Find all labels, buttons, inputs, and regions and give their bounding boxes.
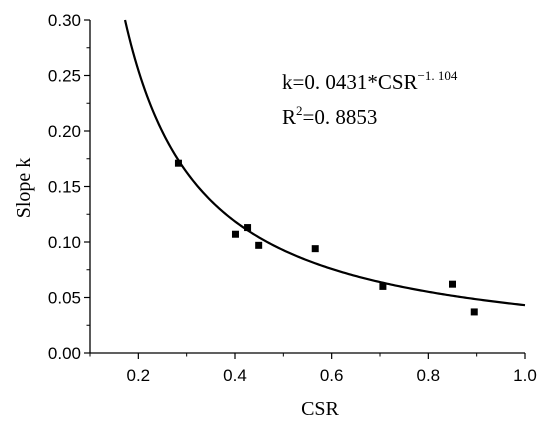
- r2-suffix: =0. 8853: [303, 105, 378, 129]
- data-point: [311, 245, 319, 253]
- y-tick-label: 0.25: [48, 67, 81, 86]
- x-tick-label: 0.4: [223, 366, 247, 385]
- equation-annotation: k=0. 0431*CSR−1. 104: [282, 68, 458, 94]
- x-tick-label: 0.2: [127, 366, 151, 385]
- tick-labels: 0.2 0.4 0.6 0.8 1.0 0.00 0.05 0.10 0.15 0.20 0.25 0…: [48, 11, 537, 385]
- data-points: [174, 159, 478, 316]
- data-point: [244, 224, 252, 232]
- r2-prefix: R: [282, 105, 296, 129]
- y-axis-title: Slope k: [13, 158, 35, 219]
- data-point: [379, 282, 387, 290]
- y-tick-label: 0.30: [48, 11, 81, 30]
- y-tick-label: 0.00: [48, 344, 81, 363]
- data-point: [255, 241, 263, 249]
- r2-superscript: 2: [296, 103, 303, 118]
- x-tick-label: 1.0: [513, 366, 537, 385]
- y-tick-label: 0.15: [48, 178, 81, 197]
- data-point: [174, 159, 182, 167]
- data-point: [449, 280, 456, 288]
- data-point: [231, 230, 239, 238]
- y-tick-label: 0.05: [48, 289, 81, 308]
- equation-exponent: −1. 104: [418, 68, 458, 83]
- y-tick-label: 0.10: [48, 233, 81, 252]
- fit-curve: [123, 19, 526, 307]
- x-tick-label: 0.6: [320, 366, 344, 385]
- x-tick-label: 0.8: [417, 366, 441, 385]
- y-tick-label: 0.20: [48, 122, 81, 141]
- equation-prefix: k=0. 0431*CSR: [282, 70, 418, 94]
- x-axis-title: CSR: [301, 398, 339, 420]
- r2-annotation: R2=0. 8853: [282, 103, 377, 129]
- data-point: [470, 308, 478, 316]
- ticks: [84, 19, 526, 359]
